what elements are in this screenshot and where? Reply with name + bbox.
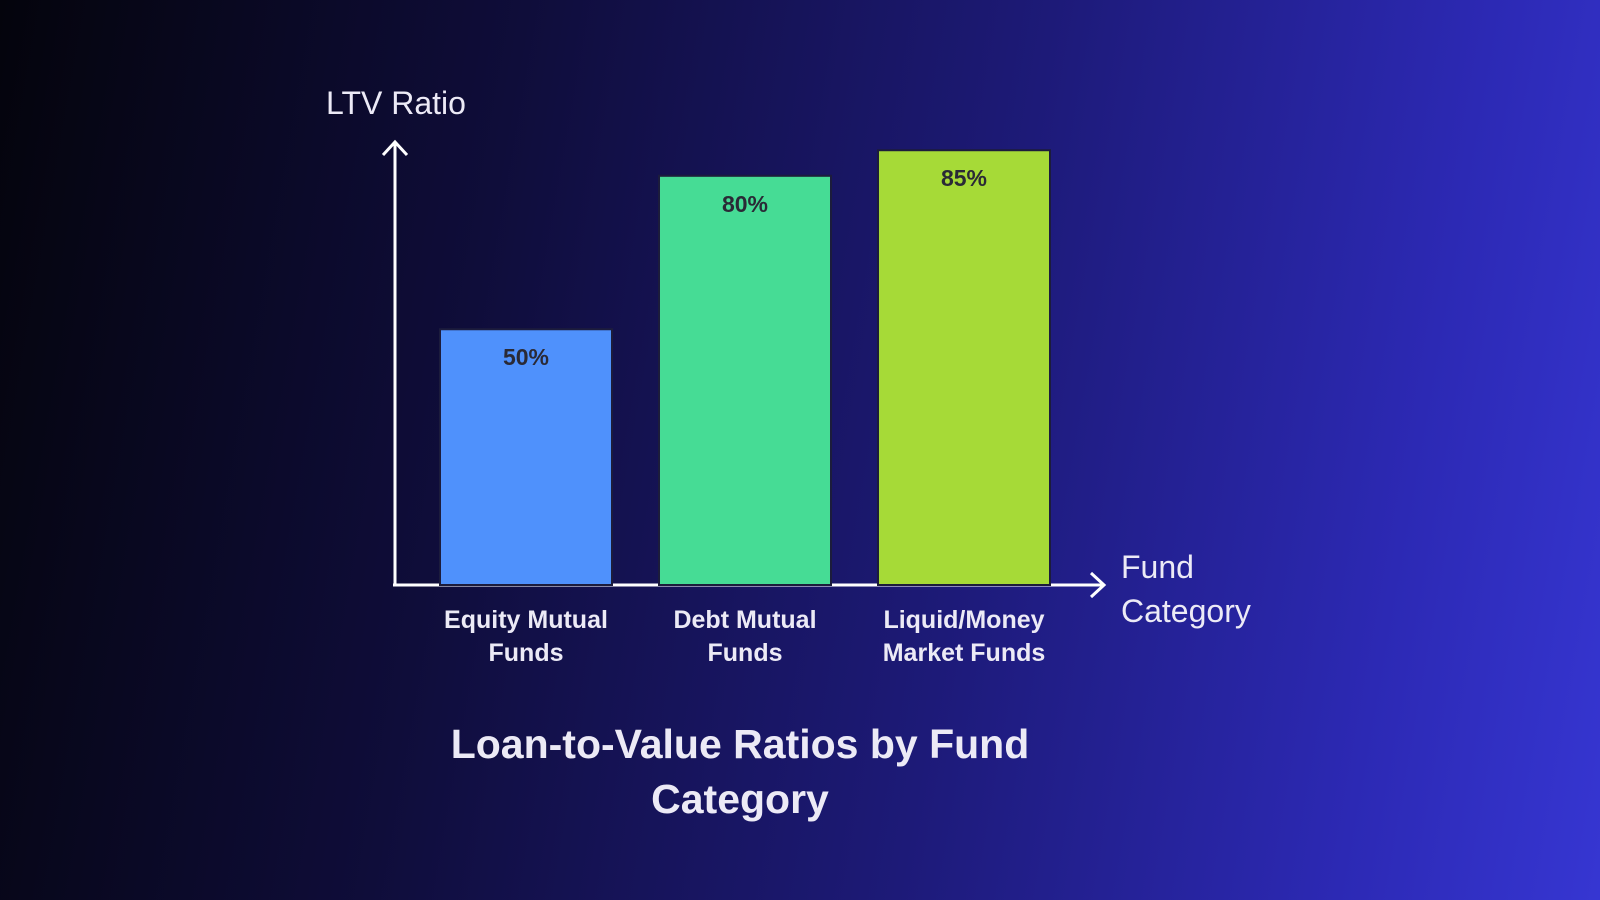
x-tick-label: Equity Mutual Funds	[444, 606, 608, 667]
x-axis-arrow	[1089, 571, 1107, 599]
x-tick-label: Liquid/Money Market Funds	[882, 606, 1046, 667]
bar	[658, 174, 832, 586]
bar	[439, 328, 613, 586]
y-axis-arrow	[381, 139, 409, 157]
x-axis-label: Fund Category	[1121, 549, 1251, 629]
x-tick-label: Debt Mutual Funds	[673, 606, 817, 667]
value-label: 80%	[721, 190, 769, 217]
value-label: 85%	[940, 165, 988, 192]
y-axis-label: LTV Ratio	[326, 85, 466, 121]
chart-title: Loan-to-Value Ratios by Fund Category	[450, 721, 1030, 822]
bar	[877, 149, 1051, 586]
value-label: 50%	[502, 344, 550, 371]
